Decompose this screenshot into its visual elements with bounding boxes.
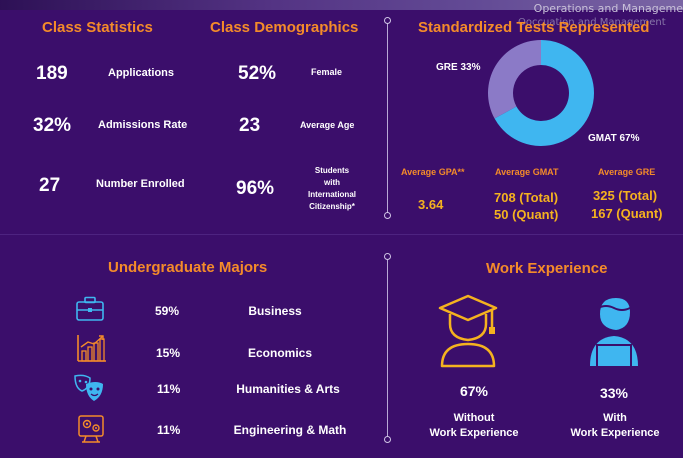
average-age-value: 23: [239, 115, 261, 136]
class-statistics-heading: Class Statistics: [42, 19, 153, 36]
gmat-slice: [494, 40, 594, 146]
gmat-pie-label: GMAT 67%: [588, 133, 640, 144]
with-experience-line2: Work Experience: [570, 427, 660, 439]
work-experience-heading: Work Experience: [486, 260, 608, 277]
international-value: 96%: [236, 178, 275, 199]
major-name-business: Business: [248, 304, 302, 318]
divider-dot: [384, 253, 391, 260]
admissions-rate-value: 32%: [33, 115, 72, 136]
engineering-gears-icon: [76, 413, 108, 450]
major-pct-engineering: 11%: [157, 423, 181, 437]
international-label-line2: with: [324, 178, 340, 187]
international-label-line3: International: [307, 190, 356, 199]
avg-gmat-total: 708 (Total): [494, 190, 559, 205]
without-experience-pct: 67%: [459, 383, 489, 399]
enrolled-value: 27: [39, 175, 61, 196]
international-label-line1: Students: [314, 166, 350, 175]
major-pct-economics: 15%: [156, 346, 181, 360]
avg-gre-quant: 167 (Quant): [591, 206, 663, 221]
divider-dot: [384, 212, 391, 219]
horizontal-divider: [0, 234, 683, 235]
female-label: Female: [311, 67, 343, 77]
major-name-engineering: Engineering & Math: [233, 423, 347, 437]
class-demographics-heading: Class Demographics: [210, 19, 359, 36]
avg-gmat-header: Average GMAT: [495, 167, 559, 177]
vertical-divider-bottom: [387, 258, 388, 438]
female-value: 52%: [238, 63, 277, 84]
major-pct-humanities: 11%: [157, 382, 181, 396]
divider-dot: [384, 436, 391, 443]
average-age-label: Average Age: [300, 120, 355, 130]
tests-donut-chart: [488, 40, 594, 146]
briefcase-icon: [75, 296, 105, 327]
without-experience-label: Without Work Experience: [409, 411, 539, 441]
overlay-title-text: Operations and Manageme: [533, 2, 683, 15]
header-strip: [0, 0, 683, 10]
major-pct-business: 59%: [155, 304, 180, 318]
overlay-faded-text: Ooccuation and Management: [518, 17, 666, 28]
with-experience-pct: 33%: [599, 385, 629, 401]
applications-label: Applications: [108, 67, 175, 79]
enrolled-label: Number Enrolled: [96, 178, 185, 190]
avg-gmat-quant: 50 (Quant): [494, 207, 559, 222]
graduate-icon: [436, 294, 500, 375]
undergraduate-majors-heading: Undergraduate Majors: [108, 259, 268, 276]
major-name-economics: Economics: [247, 346, 313, 360]
gre-slice: [488, 40, 541, 119]
international-label-line4: Citizenship*: [309, 202, 355, 211]
major-name-humanities: Humanities & Arts: [236, 382, 340, 396]
vertical-divider-top: [387, 22, 388, 216]
growth-chart-icon: [76, 333, 108, 368]
divider-dot: [384, 17, 391, 24]
laptop-worker-icon: [586, 296, 642, 375]
with-experience-line1: With: [603, 412, 627, 424]
theater-masks-icon: [72, 372, 106, 409]
gre-pie-label: GRE 33%: [436, 62, 481, 73]
without-experience-line1: Without: [453, 412, 495, 424]
avg-gre-header: Average GRE: [598, 167, 656, 177]
avg-gre-total: 325 (Total): [593, 188, 658, 203]
international-label: Students with International Citizenship*: [302, 165, 362, 213]
with-experience-label: With Work Experience: [550, 411, 680, 441]
admissions-rate-label: Admissions Rate: [98, 119, 188, 131]
applications-value: 189: [36, 63, 68, 84]
standardized-tests-heading: Standardized Tests Represented: [418, 19, 650, 36]
avg-gpa-header: Average GPA**: [401, 167, 465, 177]
without-experience-line2: Work Experience: [429, 427, 519, 439]
avg-gpa-value: 3.64: [418, 197, 444, 212]
